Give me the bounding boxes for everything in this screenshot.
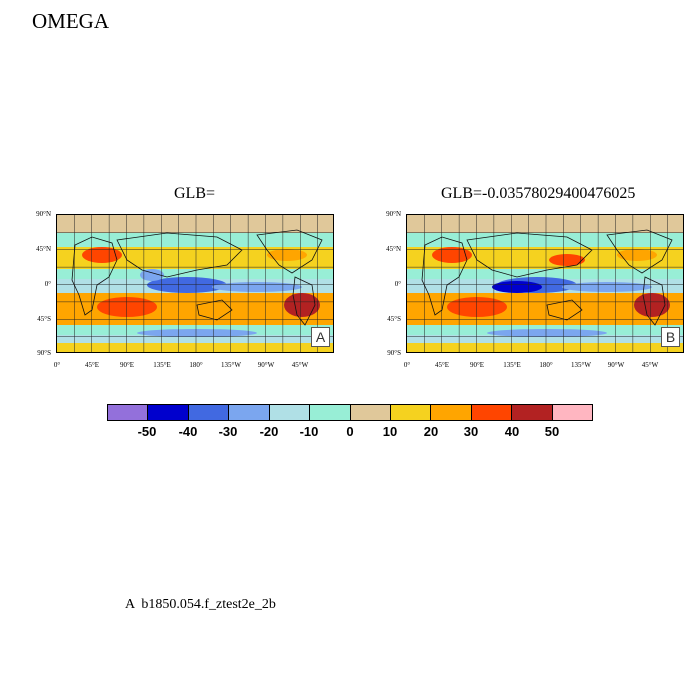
colorbar-swatch [269,405,311,420]
north-africa-subsidence [432,247,472,263]
panel-b-map [406,214,684,353]
indian-ocean-subsidence [447,297,507,317]
maritime-continent-ascent [492,281,542,293]
southeast-pacific-subsidence [634,293,670,317]
colorbar-label: 10 [382,424,398,439]
coastline [606,229,673,274]
panel-b-lon-180: 180° [539,361,553,369]
panel-b-lat-0: 0° [394,280,401,288]
colorbar-label: -40 [178,424,198,439]
panel-a-title: GLB= [174,185,216,202]
coastline [116,232,243,278]
panel-b-lon-0: 0° [403,361,411,369]
colorbar-swatch [431,405,472,420]
north-america-subsidence [267,249,307,261]
panel-a-lat-0: 0° [44,280,51,288]
southern-storm-track [487,329,607,337]
colorbar-swatch [350,405,391,420]
southeast-pacific-subsidence [284,293,320,317]
panel-b-lon-45w: 45°W [641,361,659,369]
panel-b-lat-45s: 45°S [387,315,401,323]
coastline [642,276,666,326]
panel-b-lon-45e: 45°E [434,361,450,369]
north-africa-subsidence [82,247,122,263]
colorbar-swatch [188,405,230,420]
panel-a-lon-135e: 135°E [153,361,171,369]
omega-field-plot [57,215,333,352]
panel-b-lat-90n: 90°N [386,210,401,218]
indian-ascent [140,269,164,281]
colorbar-label: 20 [423,424,439,439]
coastline [421,236,468,316]
colorbar-label: -10 [299,424,319,439]
omega-field-plot [407,215,683,352]
east-asia-subsidence [549,254,585,266]
coastline [292,276,316,326]
panel-a-tag: A [311,327,330,347]
colorbar-swatch [552,405,593,420]
coastline [256,229,323,274]
panel-a-lat-90s: 90°S [37,349,51,357]
colorbar-swatch [390,405,432,420]
panel-a-lat-45s: 45°S [37,315,51,323]
panel-a-lon-90e: 90°E [119,361,135,369]
colorbar-label: -30 [218,424,238,439]
coastline [546,299,583,321]
panel-a-lon-45w: 45°W [291,361,309,369]
colorbar-swatch [108,405,149,420]
colorbar-label: 40 [504,424,520,439]
colorbar-swatch [471,405,513,420]
panel-a-lon-90w: 90°W [257,361,275,369]
itcz-ascent [147,277,227,293]
colorbar-swatch [229,405,270,420]
panel-a-lon-0: 0° [53,361,61,369]
colorbar-label: -50 [137,424,157,439]
south-pacific-subsidence [185,304,229,318]
colorbar-swatch [512,405,553,420]
indian-ocean-subsidence [97,297,157,317]
colorbar-swatch [148,405,189,420]
figure-title: OMEGA [32,9,109,33]
panel-b-tag: B [661,327,680,347]
pacific-itcz [562,282,652,292]
panel-b-lat-45n: 45°N [386,245,401,253]
panel-a-lat-90n: 90°N [36,210,51,218]
southern-storm-track [137,329,257,337]
case-caption: A b1850.054.f_ztest2e_2b [125,597,276,612]
panel-b-lon-135e: 135°E [503,361,521,369]
north-america-subsidence [617,249,657,261]
coastline [466,232,593,278]
panel-b-lat-90s: 90°S [387,349,401,357]
coastline [196,299,233,321]
panel-a-lat-45n: 45°N [36,245,51,253]
panel-b-lon-90e: 90°E [469,361,485,369]
panel-a-map [56,214,334,353]
panel-b-title: GLB=-0.03578029400476025 [441,185,636,202]
panel-b-lon-90w: 90°W [607,361,625,369]
colorbar-label: -20 [259,424,279,439]
panel-a-lon-135w: 135°W [221,361,241,369]
pacific-itcz [212,282,302,292]
panel-b-lon-135w: 135°W [571,361,591,369]
panel-a-lon-180: 180° [189,361,203,369]
colorbar-label: 30 [463,424,479,439]
coastline [71,236,118,316]
colorbar-label: 50 [544,424,560,439]
colorbar [107,404,593,421]
colorbar-label: 0 [346,424,354,439]
colorbar-swatch [310,405,351,420]
panel-a-lon-45e: 45°E [84,361,100,369]
